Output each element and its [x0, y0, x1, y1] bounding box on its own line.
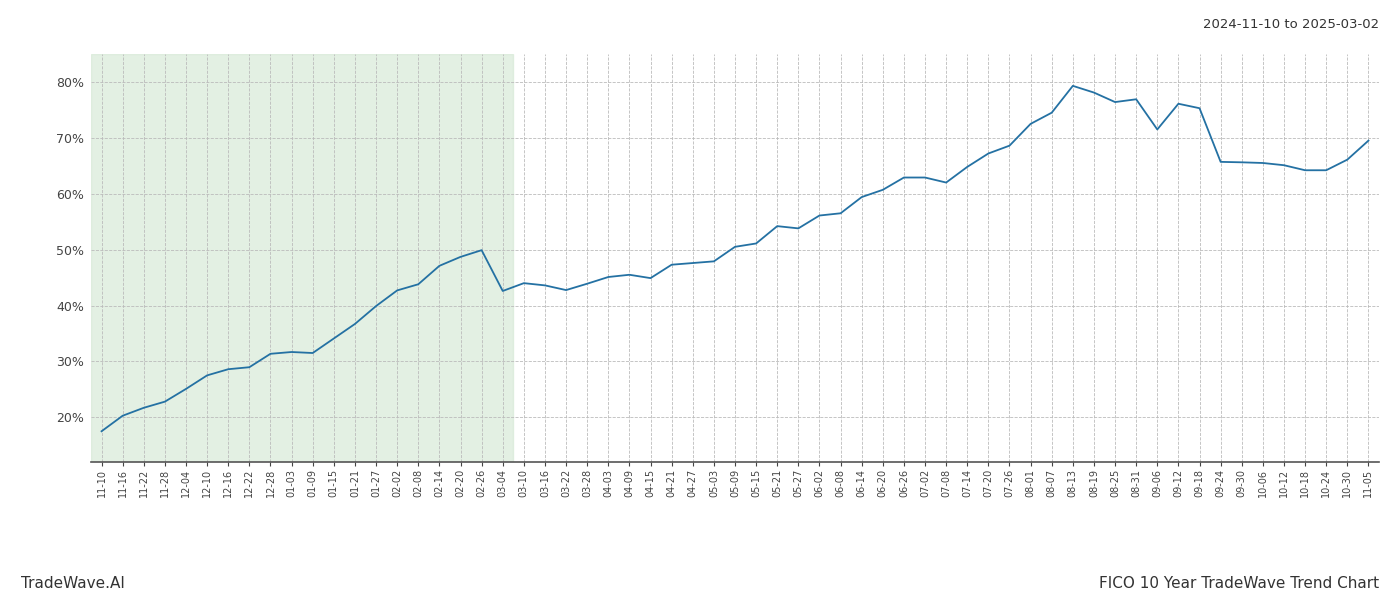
Bar	[91, 54, 514, 462]
Text: 2024-11-10 to 2025-03-02: 2024-11-10 to 2025-03-02	[1203, 18, 1379, 31]
Text: TradeWave.AI: TradeWave.AI	[21, 576, 125, 591]
Text: FICO 10 Year TradeWave Trend Chart: FICO 10 Year TradeWave Trend Chart	[1099, 576, 1379, 591]
